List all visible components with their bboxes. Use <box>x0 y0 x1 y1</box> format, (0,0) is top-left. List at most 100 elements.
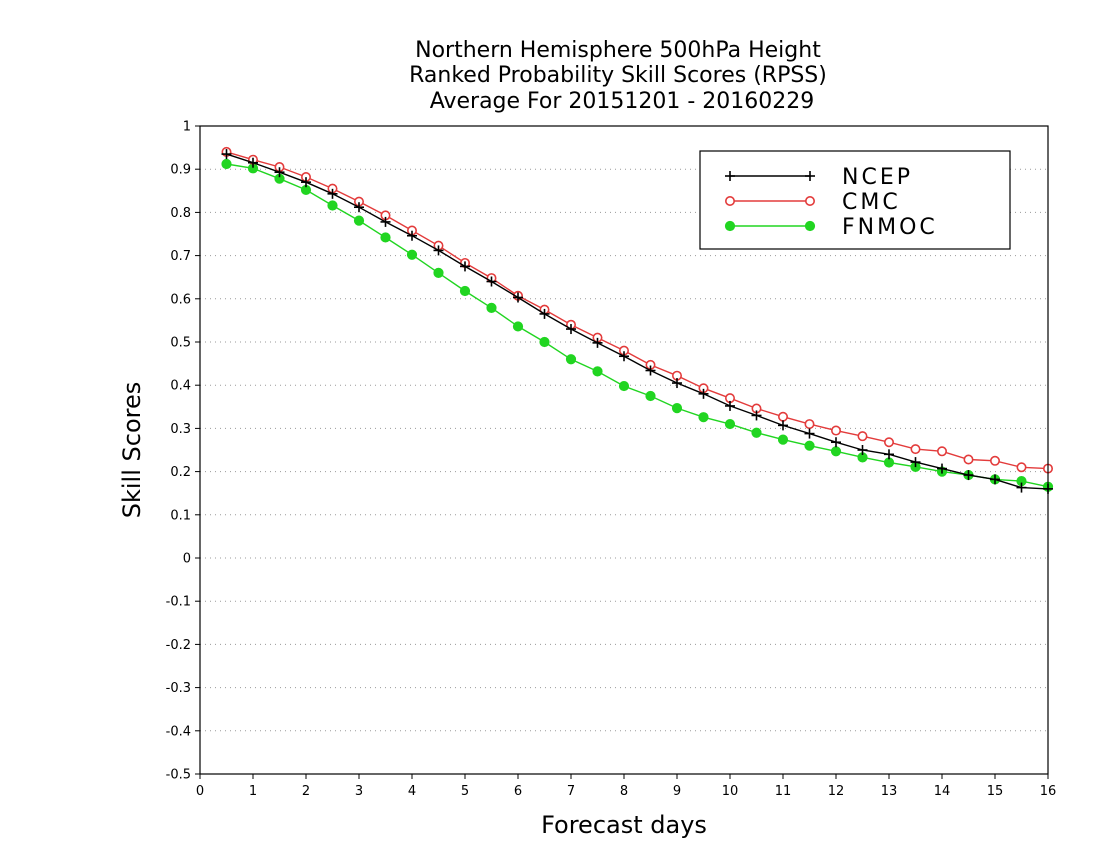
data-point-ncep <box>990 474 1000 485</box>
data-point-ncep <box>619 351 629 362</box>
legend-item-cmc: CMC <box>724 190 901 215</box>
x-tick-label: 3 <box>355 784 363 799</box>
y-tick-label: 0.9 <box>170 163 191 178</box>
data-point-cmc <box>989 455 1000 466</box>
x-tick-label: 16 <box>1040 784 1057 799</box>
x-tick-label: 14 <box>934 784 951 799</box>
data-point-fnmoc <box>698 412 709 423</box>
data-point-ncep <box>937 463 947 474</box>
chart-title-line-2: Ranked Probability Skill Scores (RPSS) <box>409 63 827 88</box>
y-tick-label: 0.1 <box>170 508 191 523</box>
data-point-ncep <box>221 149 232 160</box>
x-tick-label: 5 <box>461 784 469 799</box>
x-tick-label: 1 <box>249 784 257 799</box>
x-tick-label: 2 <box>302 784 310 799</box>
data-point-ncep <box>884 449 894 460</box>
x-tick-label: 9 <box>673 784 681 799</box>
data-point-cmc <box>830 425 841 436</box>
y-tick-labels: -0.5 -0.4 -0.3 -0.2 -0.1 0 0.1 0.2 0.3 0.4 0.5 0.6 0… <box>166 120 191 783</box>
data-point-ncep <box>910 457 921 468</box>
data-point-fnmoc <box>539 336 550 348</box>
data-point-ncep <box>566 324 576 335</box>
data-point-fnmoc <box>830 446 842 457</box>
data-point-fnmoc <box>592 366 603 377</box>
data-point-fnmoc <box>645 390 656 402</box>
data-point-ncep <box>857 445 868 455</box>
data-point-fnmoc <box>618 380 630 392</box>
legend-label: CMC <box>842 190 901 215</box>
data-point-ncep <box>274 167 285 178</box>
axis-ticks <box>195 125 1049 779</box>
data-point-ncep <box>831 437 841 448</box>
data-point-ncep <box>248 157 258 168</box>
x-tick-label: 7 <box>567 784 575 799</box>
x-tick-label: 4 <box>408 784 416 799</box>
data-point-ncep <box>407 230 417 241</box>
series-cmc <box>221 146 1054 474</box>
legend-item-fnmoc: FNMOC <box>724 215 938 240</box>
data-point-ncep <box>327 188 338 199</box>
data-point-fnmoc <box>459 285 471 297</box>
x-tick-label: 15 <box>987 784 1004 799</box>
data-point-fnmoc <box>804 440 815 451</box>
x-tick-label: 6 <box>514 784 522 799</box>
y-axis-title: Skill Scores <box>118 382 146 519</box>
legend-item-ncep: NCEP <box>725 165 913 190</box>
x-tick-label: 8 <box>620 784 628 799</box>
legend-label: NCEP <box>842 165 913 190</box>
data-point-cmc <box>910 444 921 455</box>
data-point-fnmoc <box>486 302 497 313</box>
y-tick-label: -0.4 <box>166 724 191 739</box>
data-point-fnmoc <box>565 354 577 365</box>
data-point-cmc <box>777 411 788 422</box>
legend-marker <box>725 171 735 181</box>
data-point-ncep <box>460 261 470 272</box>
chart-title-line-1: Northern Hemisphere 500hPa Height <box>415 38 821 63</box>
data-point-ncep <box>433 245 444 256</box>
data-point-fnmoc <box>433 267 444 278</box>
x-tick-label: 13 <box>881 784 898 799</box>
legend-label: FNMOC <box>842 215 938 240</box>
y-tick-label: 0 <box>183 552 191 567</box>
data-point-ncep <box>1016 482 1027 493</box>
x-tick-label: 0 <box>196 784 204 799</box>
data-point-ncep <box>751 410 762 421</box>
data-point-fnmoc <box>221 158 232 170</box>
legend-marker <box>724 196 735 207</box>
data-point-ncep <box>672 378 682 389</box>
legend-box <box>699 150 1011 250</box>
x-tick-label: 11 <box>775 784 792 799</box>
data-point-fnmoc <box>671 402 683 414</box>
data-point-ncep <box>301 177 311 188</box>
y-tick-label: -0.1 <box>166 595 191 610</box>
data-point-ncep <box>698 388 709 399</box>
data-point-fnmoc <box>751 427 762 438</box>
data-point-ncep <box>380 216 391 227</box>
y-tick-label: 0.5 <box>170 336 191 351</box>
legend-marker <box>804 196 815 207</box>
data-point-cmc <box>1016 462 1027 473</box>
y-tick-label: 0.8 <box>170 206 191 221</box>
series-line-ncep <box>226 153 1049 490</box>
y-tick-label: 0.4 <box>170 379 191 394</box>
data-point-ncep <box>778 420 788 431</box>
chart-title-line-3: Average For 20151201 - 20160229 <box>430 89 815 114</box>
legend-marker <box>804 220 816 232</box>
data-point-ncep <box>592 337 603 348</box>
data-point-cmc <box>936 446 947 457</box>
data-point-fnmoc <box>380 232 391 243</box>
x-axis-title: Forecast days <box>541 811 707 839</box>
plot-frame <box>199 125 1049 775</box>
data-point-cmc <box>883 437 894 448</box>
y-tick-label: 1 <box>183 120 191 135</box>
legend-marker <box>724 220 736 232</box>
data-point-ncep <box>645 365 656 376</box>
y-tick-label: -0.3 <box>166 681 191 696</box>
data-point-cmc <box>963 454 974 465</box>
y-tick-label: 0.6 <box>170 292 191 307</box>
data-point-fnmoc <box>406 249 418 260</box>
chart-title: Northern Hemisphere 500hPa Height Ranked… <box>409 38 827 114</box>
